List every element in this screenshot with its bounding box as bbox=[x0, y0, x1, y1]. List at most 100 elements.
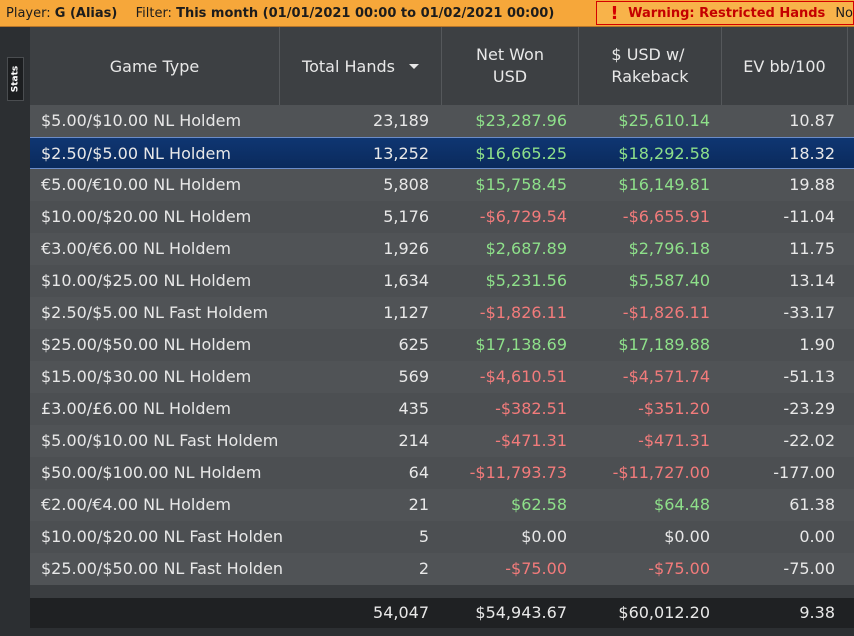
filter-label: Filter: bbox=[135, 5, 172, 21]
table-body: $5.00/$10.00 NL Holdem 23,189 $23,287.96… bbox=[30, 105, 854, 585]
net-won-cell: $16,665.25 bbox=[475, 144, 567, 163]
table-row[interactable]: $10.00/$20.00 NL Fast Holden 5 $0.00 $0.… bbox=[30, 521, 854, 553]
ev-cell: -51.13 bbox=[783, 367, 835, 386]
net-won-cell: $2,687.89 bbox=[485, 239, 567, 258]
table-gutter bbox=[30, 585, 854, 598]
column-header-rakeback[interactable]: $ USD w/ Rakeback bbox=[579, 27, 722, 105]
total-hands-header-label: Total Hands bbox=[302, 56, 395, 76]
net-won-cell: $17,138.69 bbox=[475, 335, 567, 354]
game-type-cell: $2.50/$5.00 NL Holdem bbox=[41, 144, 231, 163]
player-name[interactable]: G (Alias) bbox=[54, 5, 118, 21]
ev-cell: -75.00 bbox=[783, 559, 835, 578]
game-type-cell: $5.00/$10.00 NL Holdem bbox=[41, 111, 242, 130]
ev-cell: 61.38 bbox=[789, 495, 835, 514]
rakeback-cell: $5,587.40 bbox=[628, 271, 710, 290]
total-hands-cell: 1,926 bbox=[383, 239, 429, 258]
game-type-cell: $5.00/$10.00 NL Fast Holdem bbox=[41, 431, 279, 450]
stats-tab[interactable]: Stats bbox=[7, 57, 24, 101]
game-type-cell: $2.50/$5.00 NL Fast Holdem bbox=[41, 303, 269, 322]
game-type-cell: £3.00/£6.00 NL Holdem bbox=[41, 399, 231, 418]
table-row[interactable]: $15.00/$30.00 NL Holdem 569 -$4,610.51 -… bbox=[30, 361, 854, 393]
stats-tab-label: Stats bbox=[10, 65, 21, 93]
rakeback-cell: -$11,727.00 bbox=[612, 463, 710, 482]
ev-cell: 18.32 bbox=[789, 144, 835, 163]
rakeback-header-line2: Rakeback bbox=[611, 67, 689, 86]
table-row[interactable]: $5.00/$10.00 NL Fast Holdem 214 -$471.31… bbox=[30, 425, 854, 457]
player-label: Player: bbox=[6, 5, 51, 21]
ev-header-label: EV bb/100 bbox=[743, 56, 826, 76]
table-row[interactable]: $10.00/$20.00 NL Holdem 5,176 -$6,729.54… bbox=[30, 201, 854, 233]
ev-cell: -22.02 bbox=[783, 431, 835, 450]
total-hands-cell: 21 bbox=[408, 495, 429, 514]
total-hands-cell: 13,252 bbox=[373, 144, 429, 163]
ev-cell: -33.17 bbox=[783, 303, 835, 322]
game-type-cell: €5.00/€10.00 NL Holdem bbox=[41, 175, 242, 194]
game-type-header-label: Game Type bbox=[109, 56, 200, 76]
warning-icon: ! bbox=[610, 2, 619, 24]
restricted-hands-warning[interactable]: ! Warning: Restricted Hands No bbox=[596, 1, 854, 25]
filter-value[interactable]: This month (01/01/2021 00:00 to 01/02/20… bbox=[176, 5, 555, 21]
net-won-cell: $23,287.96 bbox=[475, 111, 567, 130]
column-header-net-won[interactable]: Net Won USD bbox=[442, 27, 579, 105]
total-hands-cell: 435 bbox=[398, 399, 429, 418]
net-won-header-line1: Net Won bbox=[476, 45, 544, 64]
table-row[interactable]: $50.00/$100.00 NL Holdem 64 -$11,793.73 … bbox=[30, 457, 854, 489]
column-header-total-hands[interactable]: Total Hands bbox=[280, 27, 442, 105]
rakeback-cell: $16,149.81 bbox=[618, 175, 710, 194]
table-row[interactable]: €2.00/€4.00 NL Holdem 21 $62.58 $64.48 6… bbox=[30, 489, 854, 521]
net-won-header-line2: USD bbox=[492, 67, 528, 86]
table-row[interactable]: $10.00/$25.00 NL Holdem 1,634 $5,231.56 … bbox=[30, 265, 854, 297]
ev-cell: 10.87 bbox=[789, 111, 835, 130]
total-hands-cell: 5,808 bbox=[383, 175, 429, 194]
net-won-sum: $54,943.67 bbox=[475, 603, 567, 622]
ev-cell: -23.29 bbox=[783, 399, 835, 418]
net-won-cell: -$11,793.73 bbox=[469, 463, 567, 482]
net-won-cell: -$4,610.51 bbox=[479, 367, 567, 386]
net-won-cell: -$1,826.11 bbox=[479, 303, 567, 322]
ev-cell: -177.00 bbox=[773, 463, 835, 482]
net-won-cell: $0.00 bbox=[521, 527, 567, 546]
filter-bar: Player: G (Alias) Filter: This month (01… bbox=[0, 0, 854, 27]
rakeback-cell: -$4,571.74 bbox=[622, 367, 710, 386]
total-hands-cell: 5,176 bbox=[383, 207, 429, 226]
rakeback-cell: $2,796.18 bbox=[628, 239, 710, 258]
warning-tail-text: No bbox=[835, 5, 853, 21]
rakeback-cell: $0.00 bbox=[664, 527, 710, 546]
total-hands-sum: 54,047 bbox=[373, 603, 429, 622]
ev-cell: 13.14 bbox=[789, 271, 835, 290]
net-won-cell: $5,231.56 bbox=[485, 271, 567, 290]
ev-cell: 11.75 bbox=[789, 239, 835, 258]
table-row[interactable]: $25.00/$50.00 NL Fast Holden 2 -$75.00 -… bbox=[30, 553, 854, 585]
table-row[interactable]: €5.00/€10.00 NL Holdem 5,808 $15,758.45 … bbox=[30, 169, 854, 201]
total-hands-cell: 569 bbox=[398, 367, 429, 386]
rakeback-sum: $60,012.20 bbox=[618, 603, 710, 622]
side-panel: Stats bbox=[0, 27, 31, 636]
game-type-cell: $10.00/$25.00 NL Holdem bbox=[41, 271, 252, 290]
warning-text: Warning: Restricted Hands bbox=[628, 5, 826, 21]
horizontal-scrollbar[interactable] bbox=[30, 628, 854, 636]
total-hands-cell: 5 bbox=[418, 527, 429, 546]
rakeback-header-line1: $ USD w/ bbox=[611, 45, 685, 64]
table-row[interactable]: $5.00/$10.00 NL Holdem 23,189 $23,287.96… bbox=[30, 105, 854, 137]
column-header-ev[interactable]: EV bb/100 bbox=[722, 27, 848, 105]
game-type-cell: $25.00/$50.00 NL Holdem bbox=[41, 335, 252, 354]
total-hands-cell: 625 bbox=[398, 335, 429, 354]
table-row[interactable]: $25.00/$50.00 NL Holdem 625 $17,138.69 $… bbox=[30, 329, 854, 361]
ev-cell: 0.00 bbox=[799, 527, 835, 546]
game-type-cell: €2.00/€4.00 NL Holdem bbox=[41, 495, 231, 514]
rakeback-cell: -$471.31 bbox=[638, 431, 710, 450]
column-header-game-type[interactable]: Game Type bbox=[30, 27, 280, 105]
ev-sum: 9.38 bbox=[799, 603, 835, 622]
game-type-cell: €3.00/€6.00 NL Holdem bbox=[41, 239, 231, 258]
rakeback-cell: $18,292.58 bbox=[618, 144, 710, 163]
rakeback-cell: -$351.20 bbox=[638, 399, 710, 418]
table-row[interactable]: $2.50/$5.00 NL Fast Holdem 1,127 -$1,826… bbox=[30, 297, 854, 329]
game-type-cell: $50.00/$100.00 NL Holdem bbox=[41, 463, 262, 482]
table-row[interactable]: £3.00/£6.00 NL Holdem 435 -$382.51 -$351… bbox=[30, 393, 854, 425]
table-row-selected[interactable]: $2.50/$5.00 NL Holdem 13,252 $16,665.25 … bbox=[30, 137, 854, 169]
total-hands-cell: 1,127 bbox=[383, 303, 429, 322]
game-type-cell: $25.00/$50.00 NL Fast Holden bbox=[41, 559, 284, 578]
table-row[interactable]: €3.00/€6.00 NL Holdem 1,926 $2,687.89 $2… bbox=[30, 233, 854, 265]
net-won-cell: -$471.31 bbox=[495, 431, 567, 450]
game-type-cell: $15.00/$30.00 NL Holdem bbox=[41, 367, 252, 386]
